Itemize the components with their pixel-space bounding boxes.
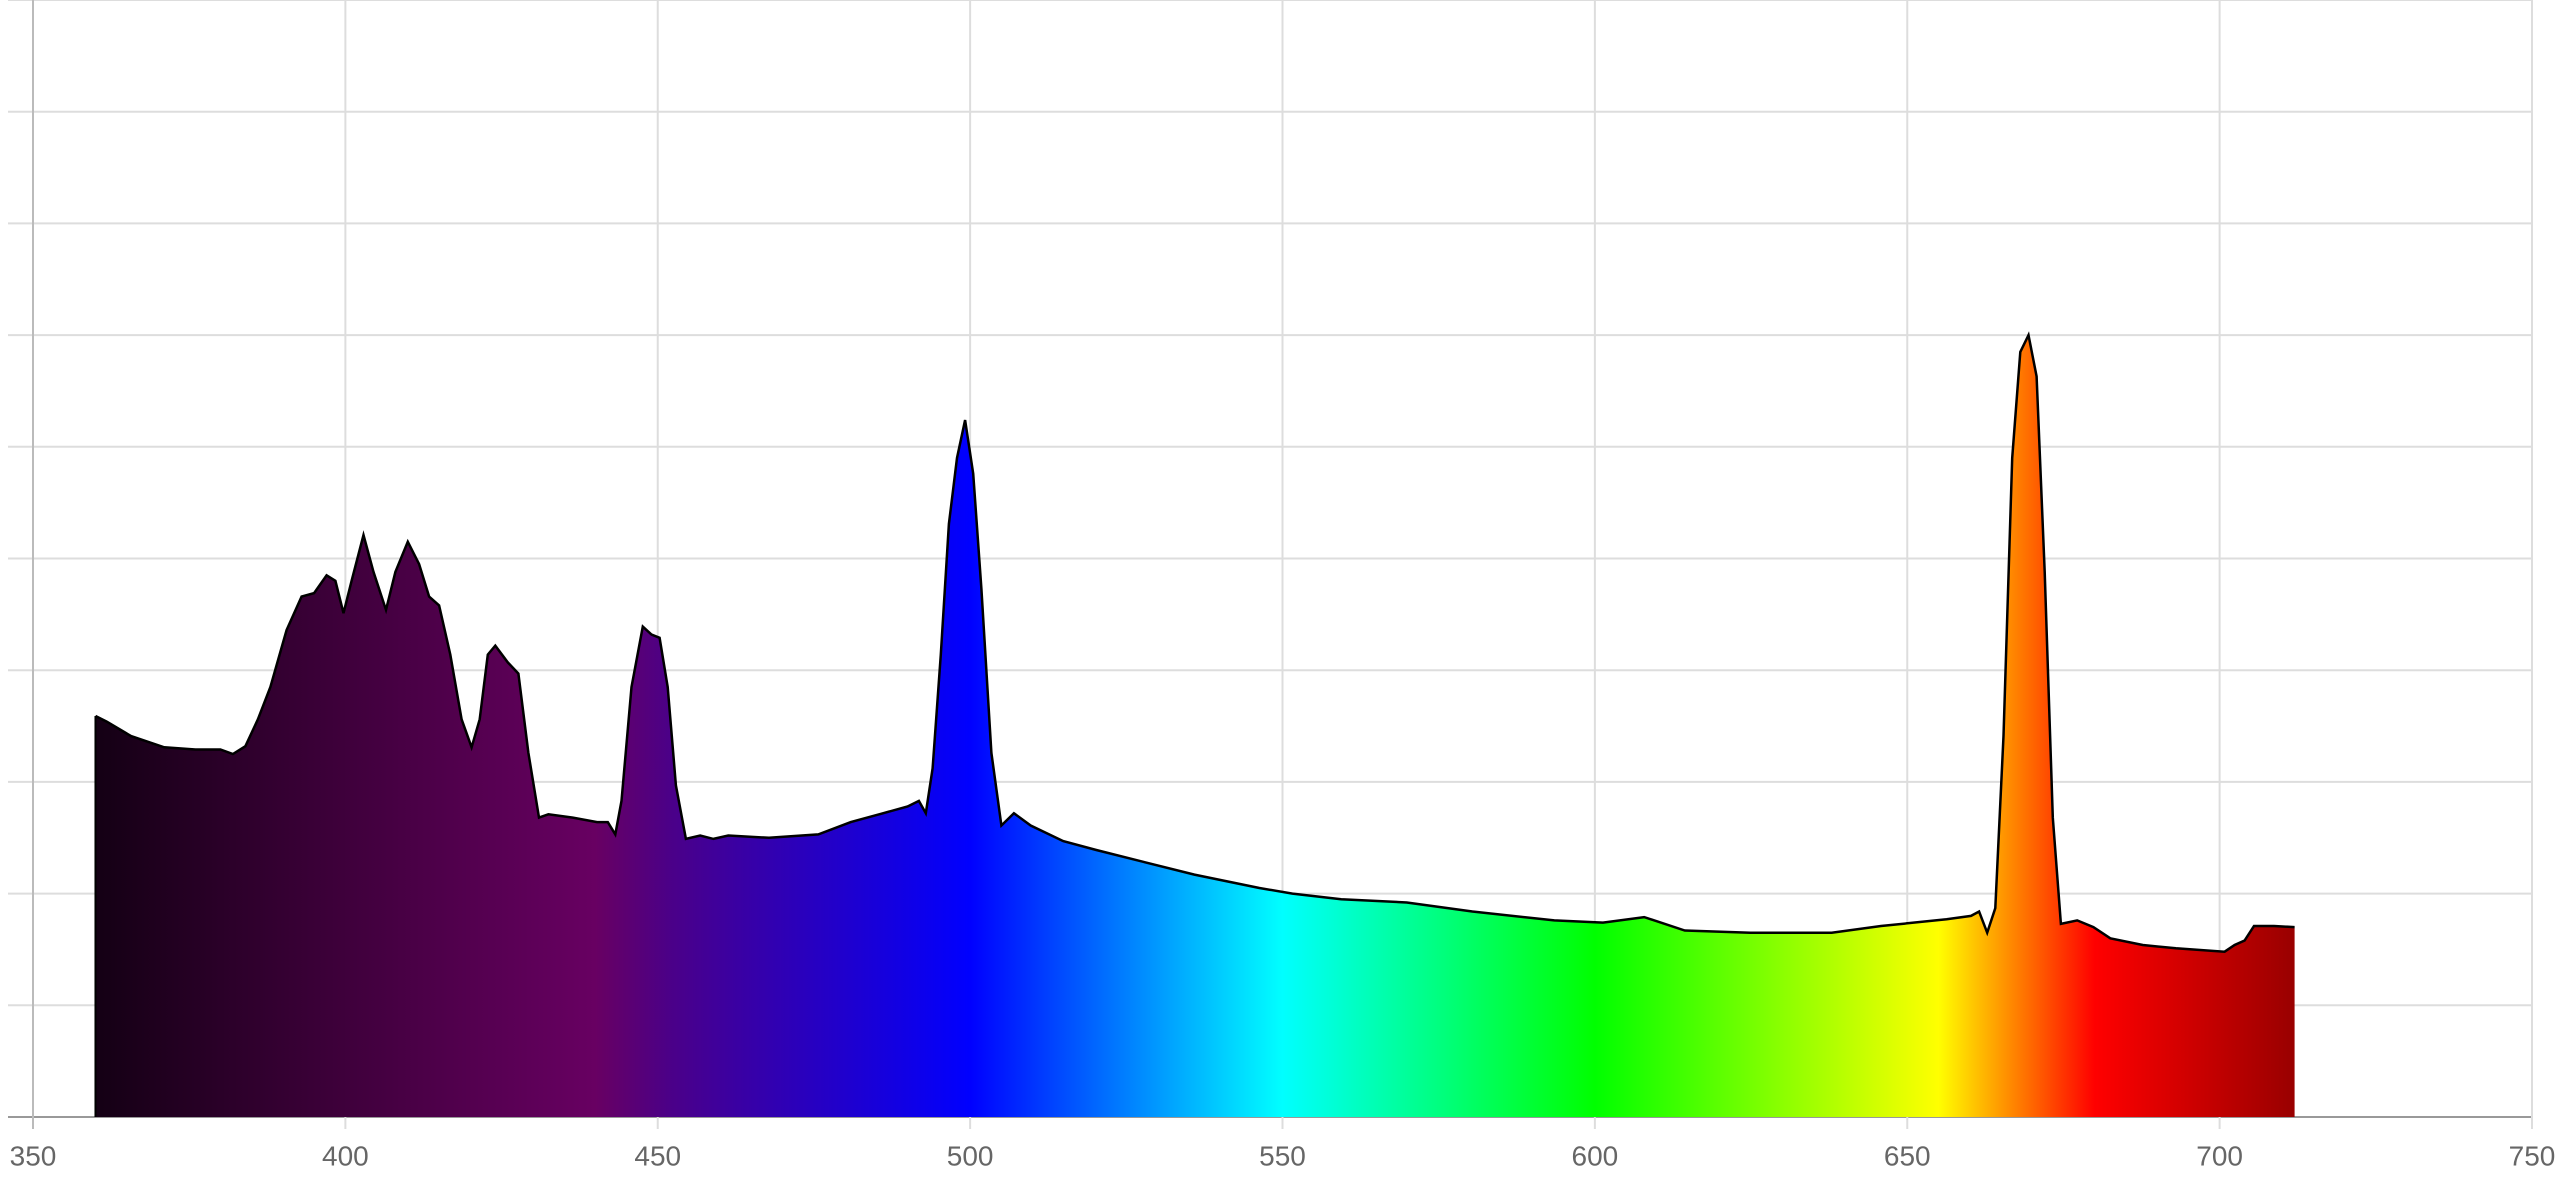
x-tick-label: 500 [947, 1140, 994, 1171]
x-tick-label: 600 [1572, 1140, 1619, 1171]
spectrum-line [94, 331, 2295, 953]
spectrum-area [95, 335, 2295, 1118]
x-tick-label: 750 [2509, 1140, 2556, 1171]
x-tick-label: 350 [10, 1140, 57, 1171]
x-tick-label: 400 [322, 1140, 369, 1171]
x-tick-label: 650 [1884, 1140, 1931, 1171]
x-tick-label: 700 [2196, 1140, 2243, 1171]
x-tick-label: 550 [1259, 1140, 1306, 1171]
x-tick-label: 450 [634, 1140, 681, 1171]
